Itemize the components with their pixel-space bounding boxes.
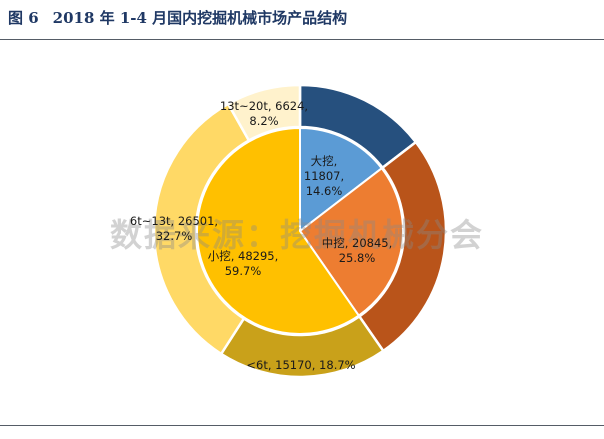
- inner-slice-1: [299, 126, 384, 234]
- label-6t-13t: 6t~13t, 26501, 32.7%: [130, 214, 218, 243]
- donut-chart: 数据来源：挖掘机械分会 大挖, 11807, 14.6% 中挖, 20845, 25.8…: [110, 83, 484, 379]
- inner-ring: [196, 126, 404, 335]
- figure-title: 图 6 2018 年 1-4 月国内挖掘机械市场产品结构: [8, 6, 347, 30]
- title-rule: [0, 39, 604, 40]
- watermark: 数据来源：挖掘机械分会: [110, 216, 484, 254]
- inner-slice-2: [298, 166, 404, 317]
- inner-slice-3: [196, 126, 361, 335]
- label-13t-20t: 13t~20t, 6624, 8.2%: [220, 99, 308, 128]
- label-small: 小挖, 48295, 59.7%: [208, 249, 279, 278]
- label-big: 大挖, 11807, 14.6%: [304, 154, 344, 198]
- label-lt6t: <6t, 15170, 18.7%: [246, 358, 355, 372]
- label-mid: 中挖, 20845, 25.8%: [322, 236, 393, 265]
- data-labels: 大挖, 11807, 14.6% 中挖, 20845, 25.8% 小挖, 48295, 5…: [130, 99, 392, 372]
- figure-caption: 2018 年 1-4 月国内挖掘机械市场产品结构: [52, 9, 348, 27]
- figure-number: 图 6: [8, 9, 39, 27]
- bottom-rule: [0, 425, 604, 426]
